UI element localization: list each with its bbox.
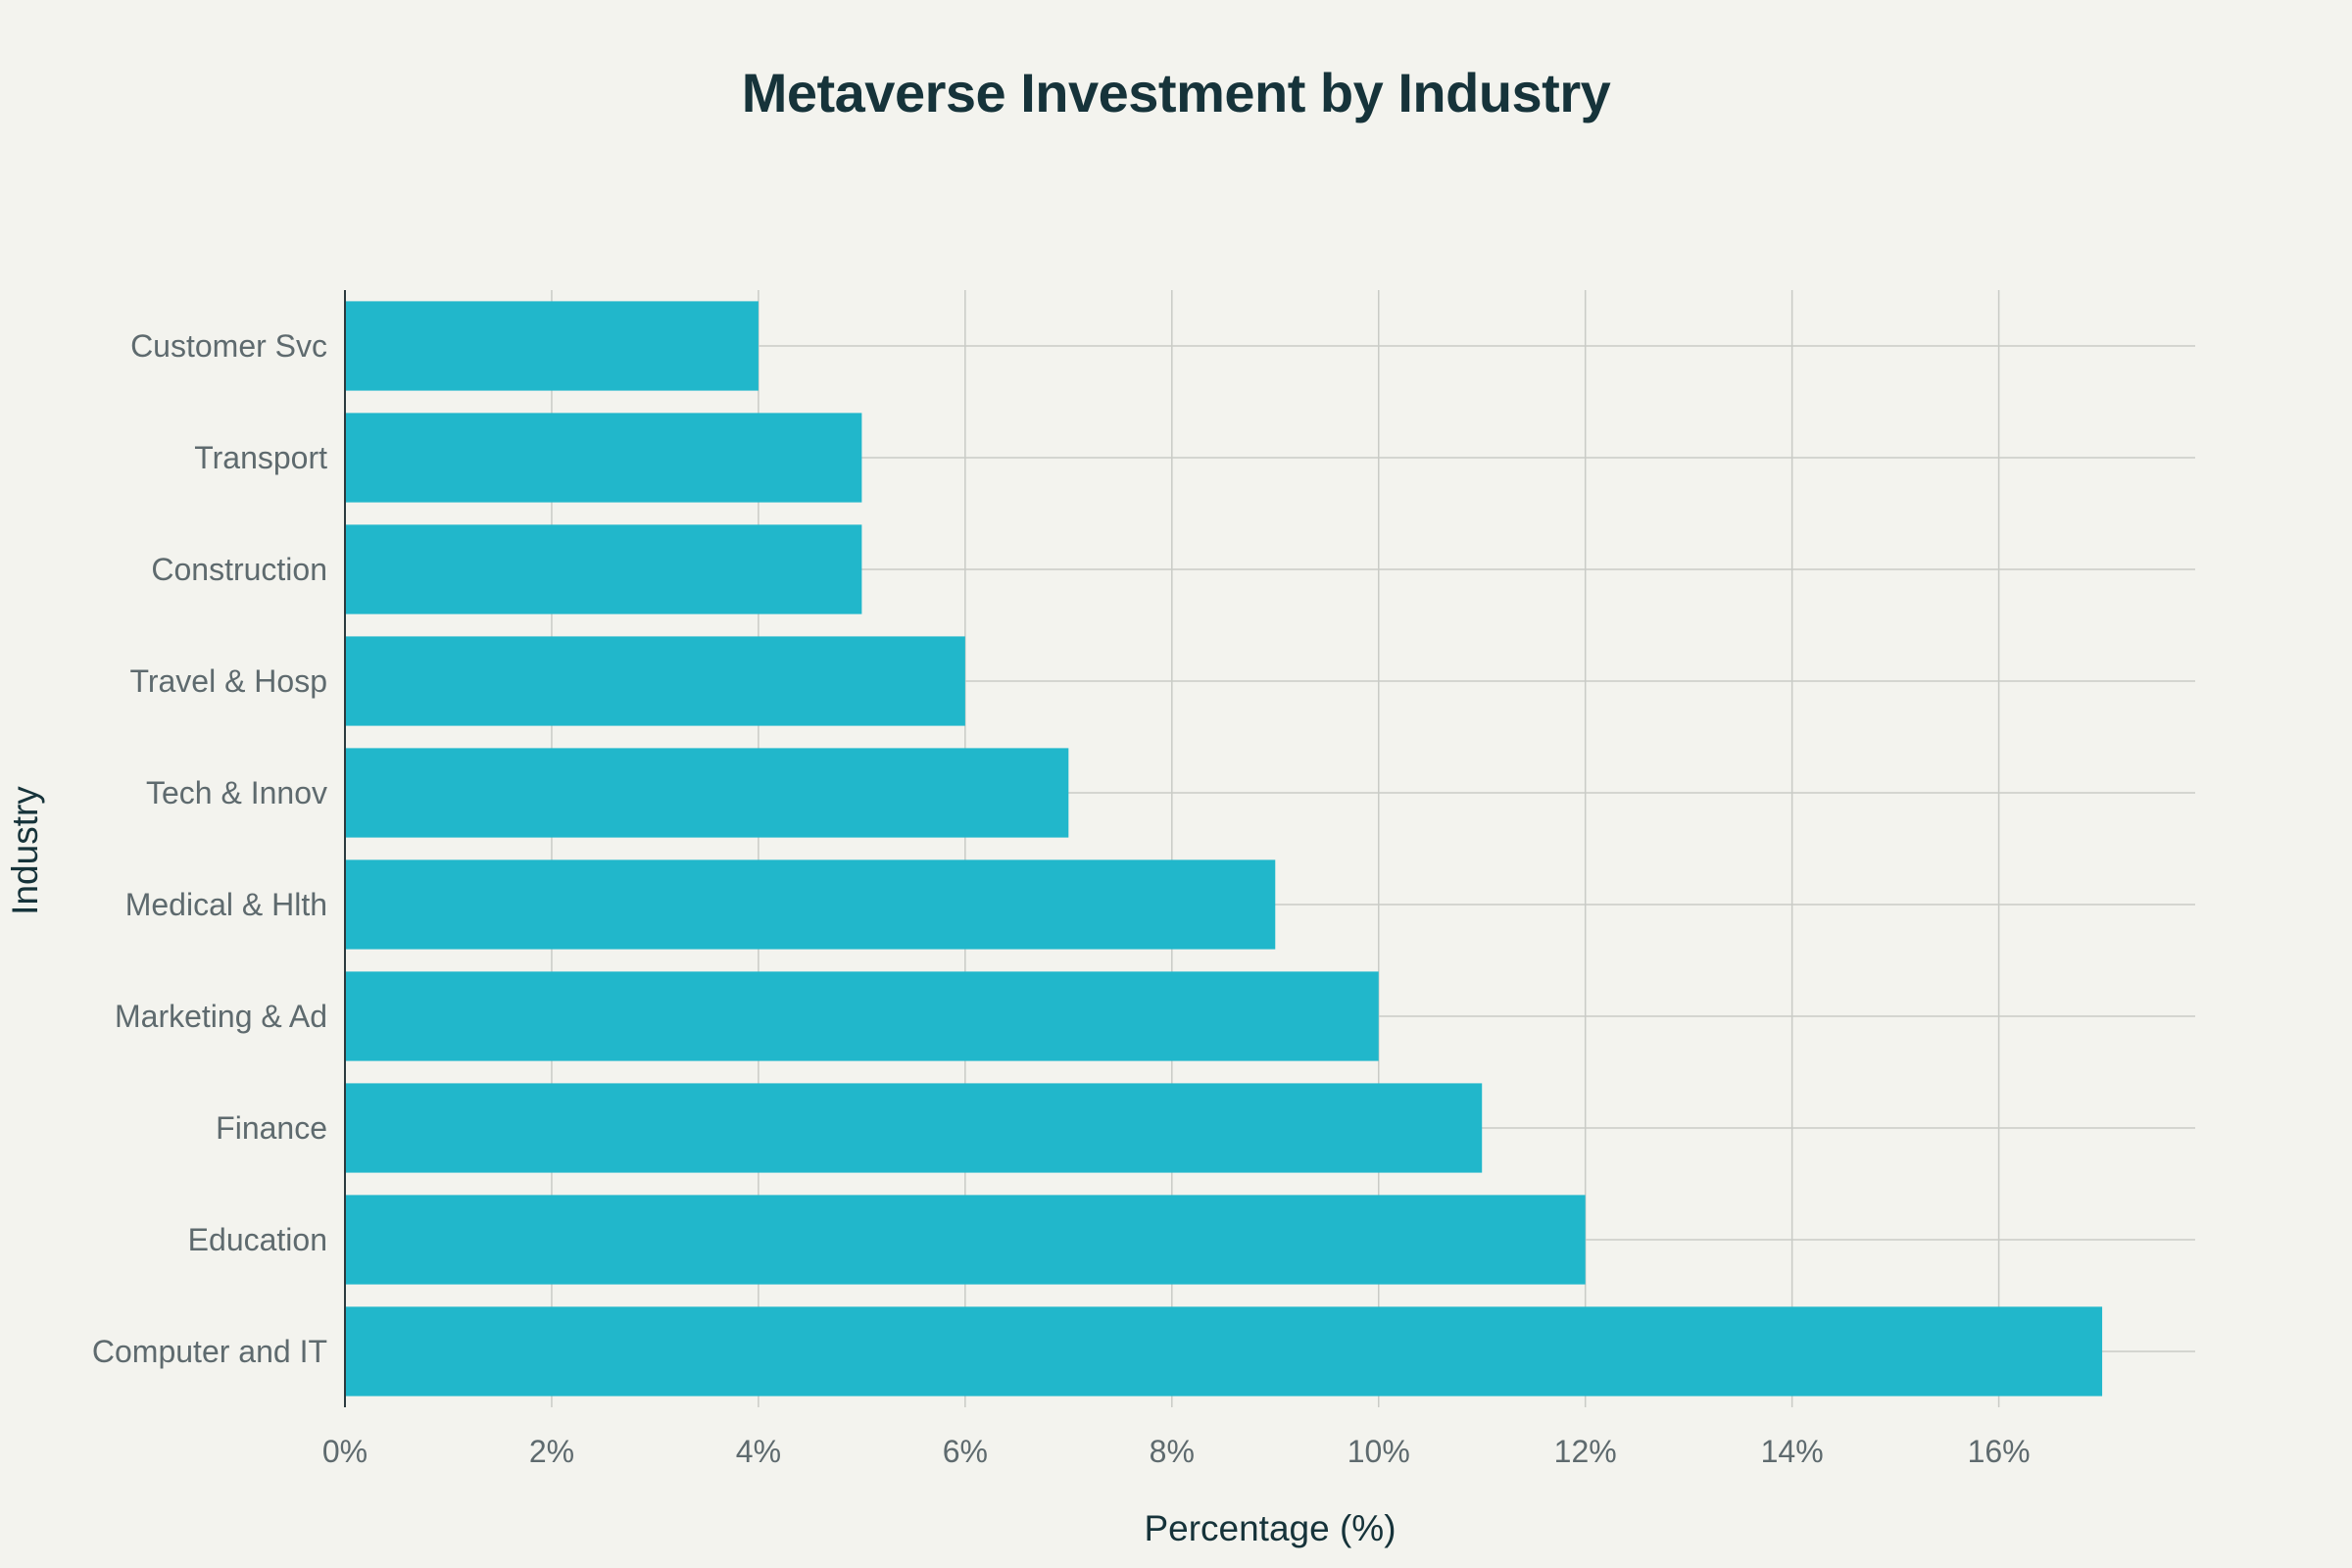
y-axis-title: Industry <box>5 786 45 915</box>
y-tick-label: Customer Svc <box>130 328 327 364</box>
x-tick-label: 4% <box>736 1434 781 1469</box>
bar <box>345 1083 1483 1173</box>
y-tick-label: Education <box>188 1222 327 1257</box>
y-tick-label: Travel & Hosp <box>129 663 327 699</box>
x-tick-label: 10% <box>1348 1434 1410 1469</box>
y-tick-label: Tech & Innov <box>146 775 327 810</box>
y-tick-label: Marketing & Ad <box>115 999 327 1034</box>
labels-layer: 0% 2% 4% 6% 8% 10% 12% 14% 16% Computer and IT Edu… <box>92 328 2031 1469</box>
bar <box>345 1306 2103 1396</box>
x-tick-label: 8% <box>1150 1434 1195 1469</box>
bar <box>345 971 1379 1061</box>
bar <box>345 748 1069 838</box>
bar <box>345 859 1276 950</box>
x-tick-label: 6% <box>943 1434 988 1469</box>
y-tick-label: Finance <box>216 1110 327 1146</box>
bar <box>345 1195 1586 1285</box>
y-tick-label: Computer and IT <box>92 1334 327 1369</box>
x-axis-title: Percentage (%) <box>1144 1508 1396 1548</box>
y-tick-label: Medical & Hlth <box>125 887 327 922</box>
x-tick-label: 16% <box>1968 1434 2031 1469</box>
x-tick-label: 2% <box>529 1434 574 1469</box>
chart-title: Metaverse Investment by Industry <box>741 62 1611 123</box>
bar <box>345 301 759 391</box>
bar <box>345 413 862 503</box>
y-tick-label: Transport <box>194 440 327 475</box>
x-tick-label: 14% <box>1761 1434 1824 1469</box>
bar <box>345 524 862 614</box>
x-tick-label: 0% <box>322 1434 368 1469</box>
bar <box>345 636 965 726</box>
bars-layer <box>345 301 2103 1396</box>
x-tick-label: 12% <box>1554 1434 1617 1469</box>
y-tick-label: Construction <box>151 552 327 587</box>
